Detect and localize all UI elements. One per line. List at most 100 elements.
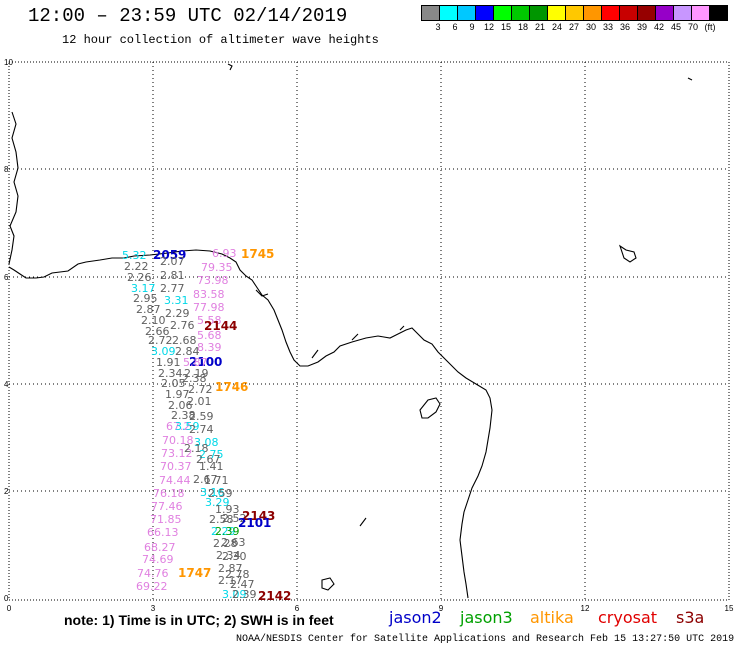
wave-height-label: 2.63 — [221, 536, 246, 549]
pass-time-label: 1745 — [241, 247, 274, 261]
wave-height-label: 2.67 — [193, 473, 218, 486]
colorbar-label: 9 — [469, 22, 475, 32]
wave-height-label: 2.17 — [218, 574, 243, 587]
wave-height-label: 77.46 — [151, 500, 183, 513]
pass-time-label: 2144 — [204, 319, 237, 333]
wave-height-label: 70.37 — [160, 460, 192, 473]
map-frame — [8, 61, 730, 601]
wave-height-label: 5.58 — [197, 314, 222, 327]
wave-height-label: 1.41 — [199, 460, 224, 473]
colorbar-label: 42 — [653, 22, 664, 32]
pass-time-label: 1747 — [178, 566, 211, 580]
wave-height-label: 5.68 — [197, 329, 222, 342]
wave-height-label: 3.09 — [222, 588, 247, 601]
wave-height-labels: 5.32 2059 6.93 1745 2.22 2.07 79.35 2.26 2.81 73.… — [122, 247, 291, 603]
colorbar-label: 21 — [534, 22, 545, 32]
wave-height-label: 83.58 — [193, 288, 225, 301]
legend-jason2: jason2 — [389, 608, 442, 627]
y-tick-label: 6 — [4, 273, 9, 282]
wave-height-label: 2.81 — [160, 269, 185, 282]
wave-height-label: 67.2 — [166, 420, 191, 433]
wave-height-label: 66.13 — [147, 526, 179, 539]
wave-height-label: 2.18 — [184, 442, 209, 455]
x-tick-label: 15 — [725, 604, 734, 613]
wave-height-label: 2.19 — [184, 367, 209, 380]
wave-height-label: 2.52 — [222, 512, 247, 525]
legend-cryosat: cryosat — [598, 608, 658, 627]
wave-height-label: 5.87 — [183, 356, 208, 369]
pass-time-label: 2142 — [258, 589, 291, 603]
map-subtitle: 12 hour collection of altimeter wave hei… — [62, 33, 379, 47]
wave-height-label: 2.28 — [213, 537, 238, 550]
wave-height-label: 2.59 — [189, 410, 214, 423]
colorbar-label: 45 — [670, 22, 681, 32]
colorbar-label: 12 — [483, 22, 494, 32]
wave-height-label: 2.58 — [209, 513, 234, 526]
map-grid — [9, 62, 729, 600]
wave-height-label: 2.59 — [208, 487, 233, 500]
y-tick-label: 8 — [4, 165, 9, 174]
wave-height-label: 2.87 — [218, 562, 243, 575]
wave-height-label: 1.91 — [156, 356, 181, 369]
y-tick-label: 0 — [4, 594, 9, 603]
footnote: note: 1) Time is in UTC; 2) SWH is in fe… — [64, 612, 334, 628]
wave-height-label: 2.77 — [160, 282, 185, 295]
wave-height-label: 2.66 — [145, 325, 170, 338]
colorbar-label: 6 — [452, 22, 458, 32]
wave-height-label: 2.72 — [188, 383, 213, 396]
credit-line: NOAA/NESDIS Center for Satellite Applica… — [236, 634, 735, 645]
wave-height-label: 3.29 — [205, 496, 230, 509]
legend-s3a: s3a — [676, 608, 705, 627]
colorbar-label: 24 — [551, 22, 562, 32]
wave-height-label: 2.76 — [170, 319, 195, 332]
wave-height-label: 73.12 — [161, 447, 193, 460]
wave-height-label: 2.38 — [171, 409, 196, 422]
x-tick-label: 12 — [581, 604, 590, 613]
colorbar-label: 30 — [585, 22, 596, 32]
wave-height-label: 79.35 — [201, 261, 233, 274]
wave-height-label: 2.10 — [141, 314, 166, 327]
wave-height-label: 2.39 — [232, 588, 257, 601]
wave-height-label: 1.93 — [215, 503, 240, 516]
wave-height-label: 2.87 — [136, 303, 161, 316]
wave-height-label: 2.06 — [168, 399, 193, 412]
wave-height-label: 3.09 — [151, 345, 176, 358]
wave-height-label: 2.29 — [165, 307, 190, 320]
legend-altika: altika — [530, 608, 574, 627]
coastline — [8, 63, 693, 599]
wave-height-label: 2.05 — [161, 377, 186, 390]
wave-height-label: 3.59 — [175, 420, 200, 433]
y-tick-label: 2 — [4, 487, 9, 496]
wave-height-label: 76.18 — [153, 487, 185, 500]
wave-height-label: 70.18 — [162, 434, 194, 447]
pass-time-label: 2100 — [189, 355, 222, 369]
wave-height-label: 3.16 — [200, 486, 225, 499]
wave-height-label: 2.47 — [230, 578, 255, 591]
wave-height-label: 3.31 — [164, 294, 189, 307]
legend-jason3: jason3 — [460, 608, 513, 627]
wave-height-label: 2.68 — [172, 334, 197, 347]
wave-height-label: 2.78 — [225, 568, 250, 581]
x-tick-label: 0 — [7, 604, 12, 613]
y-tick-label: 4 — [4, 380, 9, 389]
wave-height-label: 3.17 — [131, 282, 156, 295]
colorbar-label: (ft) — [704, 22, 716, 32]
colorbar-label: 18 — [517, 22, 528, 32]
wave-height-label: 3.08 — [194, 436, 219, 449]
wave-height-label: 74.76 — [137, 567, 169, 580]
colorbar-label: 36 — [619, 22, 630, 32]
colorbar-label: 27 — [568, 22, 579, 32]
wave-height-label: 2.95 — [133, 292, 158, 305]
pass-time-label: 1746 — [215, 380, 248, 394]
wave-height-label: 2.22 — [124, 260, 149, 273]
pass-time-label: 2059 — [153, 248, 186, 262]
wave-height-label: 2.38 — [182, 372, 207, 385]
x-tick-label: 3 — [151, 604, 156, 613]
pass-time-label: 2143 — [242, 509, 275, 523]
colorbar-swatch — [709, 5, 728, 21]
wave-height-label: 1.71 — [204, 474, 229, 487]
wave-height-label: 74.44 — [159, 474, 191, 487]
y-tick-label: 10 — [4, 58, 13, 67]
x-tick-label: 6 — [295, 604, 300, 613]
